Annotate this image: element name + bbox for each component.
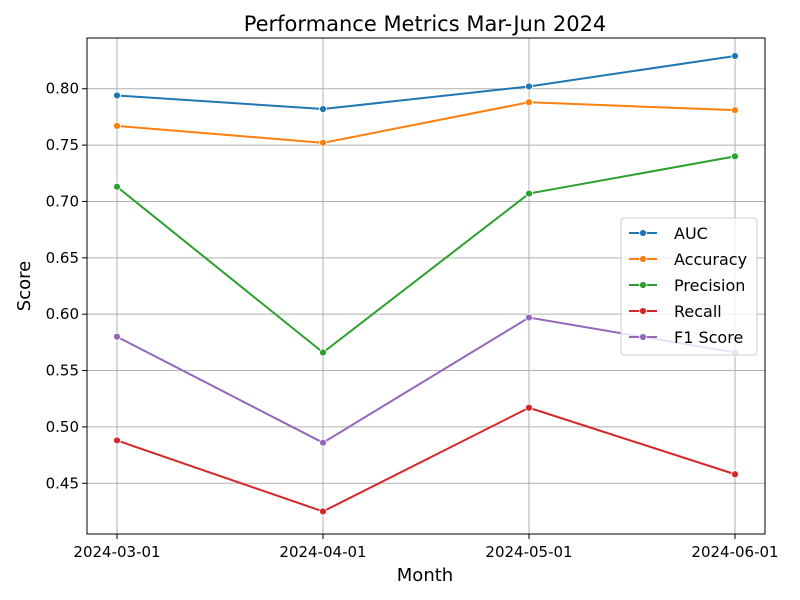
x-tick-label: 2024-03-01 [73,543,160,561]
grid [87,38,765,534]
x-axis-label: Month [397,565,453,586]
series-lines [116,55,736,513]
legend-box [620,217,758,356]
legend-label: Precision [674,276,745,295]
data-point [731,52,739,60]
legend-label: Recall [674,302,722,321]
legend-label: AUC [674,224,708,243]
data-point [319,348,327,357]
x-tick-label: 2024-05-01 [485,543,572,561]
data-point [113,436,121,445]
legend-swatch-marker [639,255,647,263]
legend: AUC Accuracy Precision Recall F1 Score [620,217,758,356]
y-tick-label: 0.80 [46,80,79,98]
legend-label: Accuracy [674,250,747,269]
y-tick-label: 0.45 [46,474,79,492]
data-point [525,313,533,322]
data-point [319,507,327,516]
x-tick-label: 2024-04-01 [279,543,366,561]
series-line-1 [116,101,736,144]
data-point [113,122,121,130]
series-line-2 [116,155,736,354]
data-point [113,182,121,191]
data-point [319,438,327,447]
x-tick-label: 2024-06-01 [691,543,778,561]
plot-frame [86,37,766,535]
legend-swatch-marker [639,281,647,289]
legend-swatch-marker [639,229,647,237]
y-tick-label: 0.50 [46,418,79,436]
data-point [731,470,739,479]
data-point [731,152,739,161]
y-tick-label: 0.75 [46,136,79,154]
y-tick-label: 0.55 [46,362,79,380]
data-point [319,105,327,113]
chart-title: Performance Metrics Mar-Jun 2024 [244,12,607,36]
data-point [731,106,739,115]
legend-label: F1 Score [674,328,743,347]
legend-swatch-marker [639,307,647,315]
y-tick-label: 0.60 [46,305,79,323]
y-tick-label: 0.70 [46,192,79,210]
data-point [319,138,327,147]
data-point [525,189,533,198]
y-axis-label: Score [14,261,35,311]
data-point [525,82,533,91]
y-axis-ticks: 0.45 0.50 0.55 0.60 0.65 0.70 0.75 0.80 [46,80,87,492]
series-line-3 [116,406,736,513]
series-line-0 [116,55,736,111]
data-point [525,403,533,412]
y-tick-label: 0.65 [46,249,79,267]
data-point [113,332,121,341]
data-point [113,91,121,100]
data-point [525,98,533,107]
x-axis-ticks: 2024-03-01 2024-04-01 2024-05-01 2024-06-01 [73,534,779,561]
legend-swatch-marker [639,333,647,341]
